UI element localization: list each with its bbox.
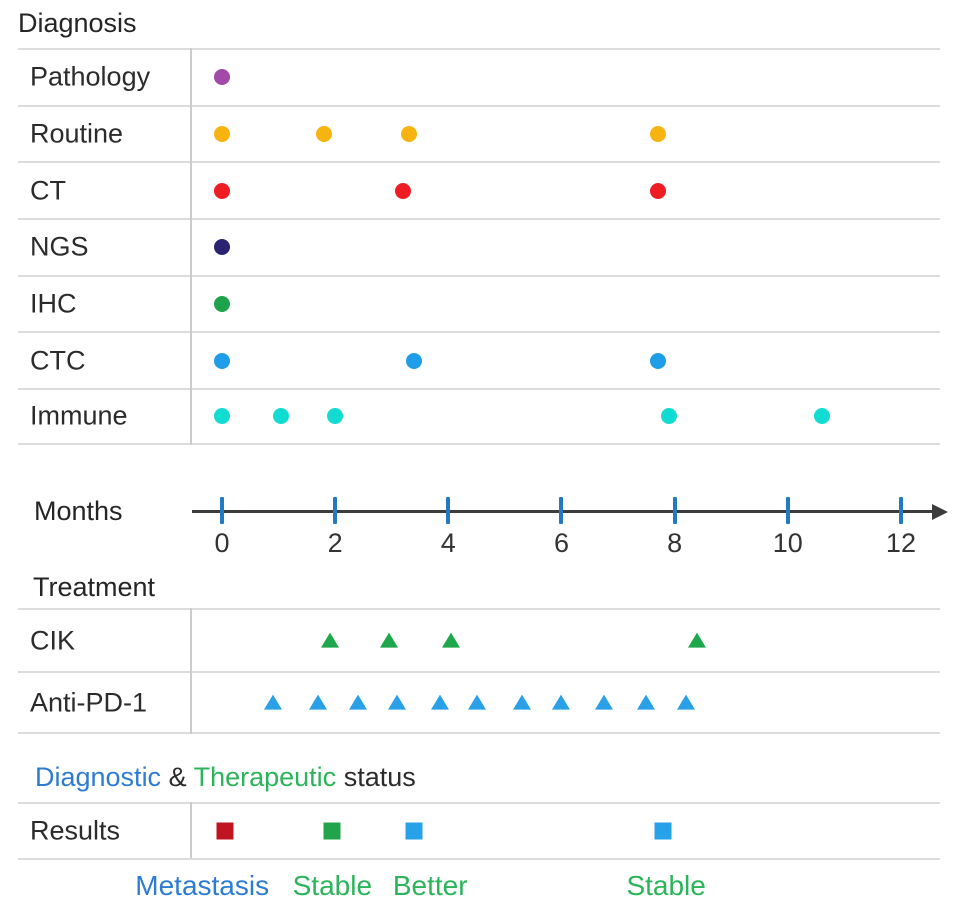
column-divider [190,608,192,734]
result-marker [654,822,672,840]
treatment-dose-marker [320,632,339,648]
axis-tick [898,497,903,524]
axis-tick-label: 0 [214,528,230,558]
row-label: Routine [30,118,124,149]
row-label: Immune [30,400,128,431]
row-anti-pd-1: Anti-PD-1 [18,671,940,734]
outcome-label: Metastasis [135,870,270,901]
axis-tick [446,497,451,524]
event-dot [315,126,332,143]
axis-tick-label: 6 [553,528,569,558]
row-pathology: Pathology [18,48,940,105]
event-dot [395,182,412,199]
axis-tick [333,497,338,524]
result-marker [323,822,341,840]
row-label: Pathology [30,61,151,92]
x-axis-title: Months [34,496,123,526]
treatment-dose-marker [594,694,613,710]
treatment-dose-marker [263,694,282,710]
row-label: CTC [30,345,86,376]
row-label: CT [30,175,66,206]
treatment-dose-marker [676,694,695,710]
treatment-dose-marker [348,694,367,710]
event-dot [649,126,666,143]
treatment-dose-marker [442,632,461,648]
axis-tick-label: 10 [772,528,803,558]
treatment-dose-marker [430,694,449,710]
status-heading-segment: Therapeutic [193,762,337,792]
axis-tick [672,497,677,524]
column-divider [190,802,192,858]
result-marker [216,822,234,840]
treatment-dose-marker [512,694,531,710]
axis-arrow-icon [932,503,948,520]
row-cik: CIK [18,608,940,671]
event-dot [813,408,830,425]
axis-tick-label: 12 [885,528,916,558]
row-ihc: IHC [18,274,940,332]
treatment-dose-marker [552,694,571,710]
row-ct: CT [18,161,940,218]
diagnosis-grid: Pathology Routine CT NGS IHC CTC Immune [18,48,940,445]
results-row: Results [18,802,940,858]
treatment-dose-marker [309,694,328,710]
row-routine: Routine [18,104,940,162]
result-marker [405,822,423,840]
status-heading-segment: Diagnostic [35,762,162,792]
status-heading: Diagnostic & Therapeutic status [35,762,416,793]
event-dot [214,182,230,199]
event-dot [214,126,230,143]
axis-tick-label: 2 [327,528,343,558]
axis-tick [559,497,564,524]
treatment-dose-marker [467,694,486,710]
event-dot [214,296,230,313]
treatment-section-title: Treatment [33,572,156,602]
row-immune: Immune [18,388,940,445]
treatment-dose-marker [637,694,656,710]
event-dot [214,408,230,425]
outcome-label: Better [392,870,468,901]
row-label: NGS [30,231,89,262]
status-heading-segment: & [161,762,194,792]
event-dot [406,352,423,369]
event-dot [327,408,344,425]
treatment-grid: CIK Anti-PD-1 [18,608,940,734]
column-divider [190,48,192,445]
row-label: CIK [30,625,76,655]
row-ngs: NGS [18,218,940,275]
treatment-dose-marker [688,632,707,648]
months-axis: 0 2 4 6 8 10 12 [18,490,952,570]
event-dot [400,126,417,143]
outcome-label: Stable [292,870,373,901]
event-dot [649,352,666,369]
results-grid: Results [18,802,940,860]
event-dot [214,69,230,86]
axis-tick-label: 4 [440,528,456,558]
status-heading-segment: status [336,762,416,792]
treatment-dose-marker [379,632,398,648]
event-dot [649,182,666,199]
axis-tick-label: 8 [667,528,683,558]
outcome-labels: Metastasis Stable Better Stable [18,870,952,906]
diagnosis-section-title: Diagnosis [18,8,137,38]
event-dot [273,408,290,425]
axis-tick [785,497,790,524]
treatment-dose-marker [388,694,407,710]
row-ctc: CTC [18,331,940,388]
event-dot [660,408,677,425]
event-dot [214,352,230,369]
outcome-label: Stable [626,870,706,901]
axis-tick [220,497,224,524]
event-dot [214,239,230,256]
results-row-label: Results [30,815,121,846]
row-label: IHC [30,288,77,319]
row-label: Anti-PD-1 [30,687,148,717]
